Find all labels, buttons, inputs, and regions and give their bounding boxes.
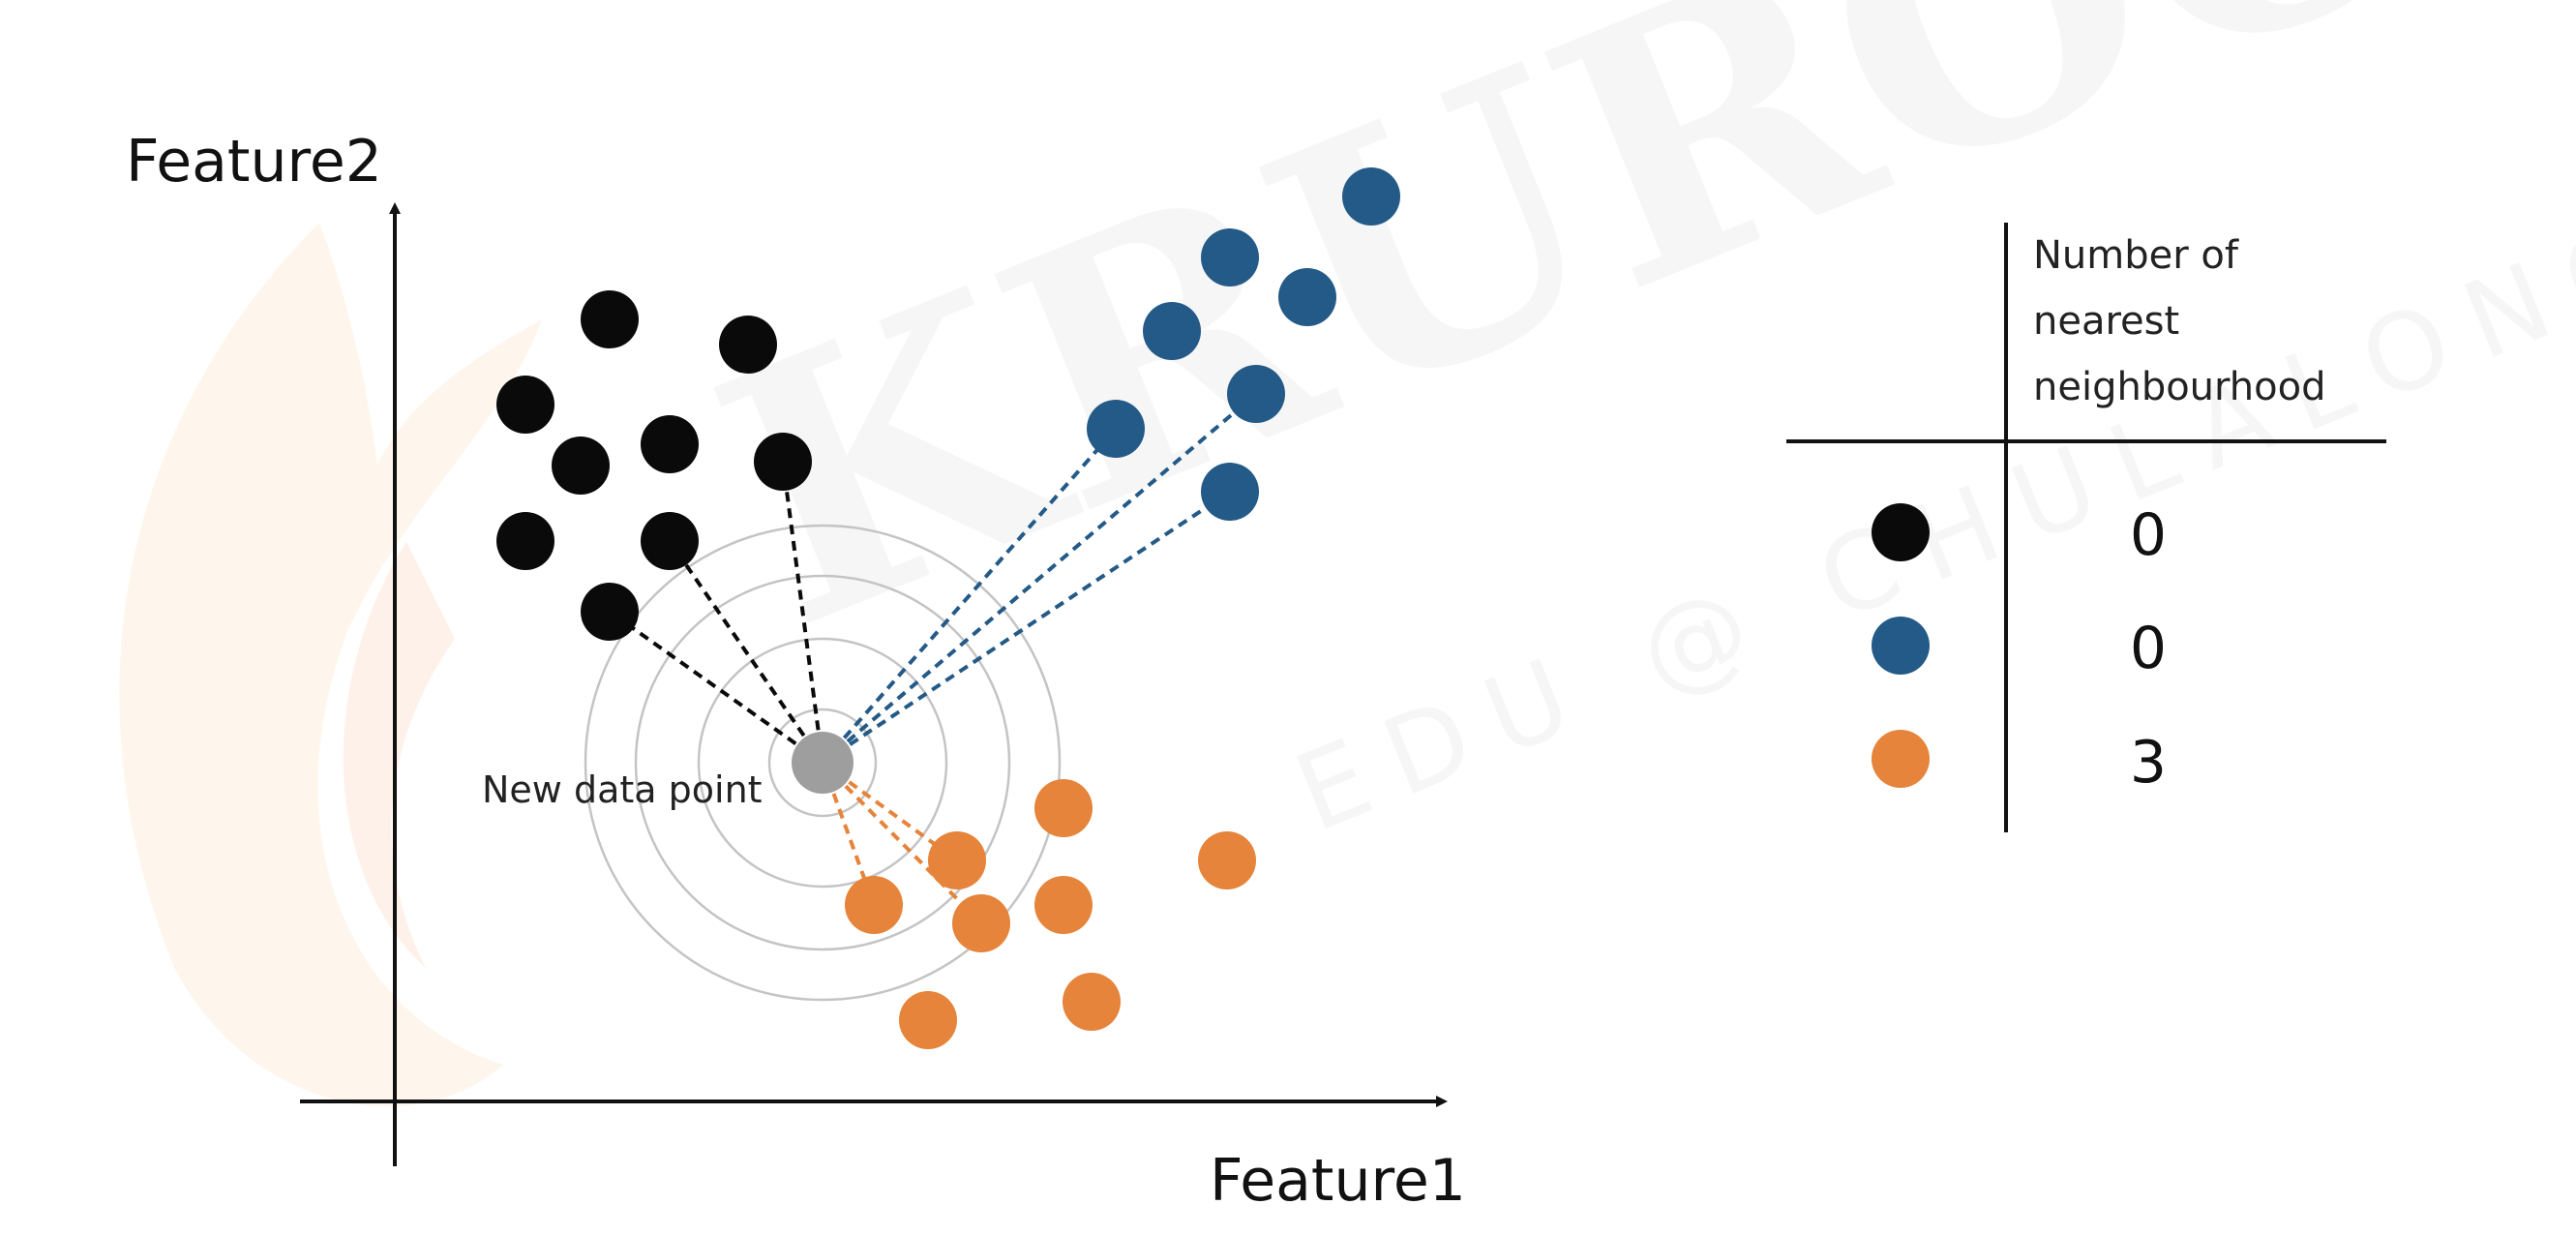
legend-table: Number of nearest neighbourhood 0 0 3 (1786, 223, 2386, 832)
orange-point-8 (899, 991, 957, 1049)
orange-point-6 (952, 894, 1010, 952)
ring-3 (634, 574, 1011, 951)
ring-1 (767, 708, 878, 818)
black-point-6 (754, 433, 812, 491)
legend-count-orange: 3 (2130, 729, 2167, 797)
x-axis-label: Feature1 (1210, 1147, 1466, 1215)
blue-point-3 (1278, 268, 1336, 326)
orange-link-3 (821, 761, 983, 925)
table-header: Number of nearest neighbourhood (2033, 233, 2325, 409)
black-point-2 (719, 316, 777, 374)
blue-point-4 (1143, 302, 1201, 360)
legend-count-blue: 0 (2130, 615, 2167, 682)
y-axis-label: Feature2 (126, 128, 382, 196)
legend-count-black: 0 (2130, 501, 2167, 569)
black-point-3 (496, 376, 554, 434)
orange-point-2 (1198, 831, 1256, 889)
legend-swatch-blue (1872, 617, 1930, 675)
blue-link-2 (821, 392, 1258, 765)
orange-point-7 (1063, 973, 1121, 1031)
blue-point-1 (1342, 167, 1400, 226)
neighbourhood-rings (584, 524, 1062, 1002)
flame-inner-icon (343, 542, 455, 968)
black-point-4 (552, 437, 610, 495)
legend-swatch-black (1872, 503, 1930, 561)
orange-point-1 (1034, 779, 1093, 837)
axes: Feature2 Feature1 (126, 128, 1466, 1215)
orange-point-4 (1034, 876, 1093, 934)
black-link-3 (781, 461, 824, 764)
watermark-logo: KRUROO EDU @ CHULALONGKORN (119, 0, 2576, 1107)
orange-point-3 (928, 831, 986, 889)
black-link-2 (668, 539, 824, 765)
blue-point-5 (1227, 365, 1285, 423)
black-point-5 (641, 415, 699, 473)
black-point-9 (581, 583, 639, 641)
blue-point-2 (1201, 228, 1259, 286)
table-header-line-1: Number of (2033, 233, 2239, 278)
new-data-point (792, 732, 854, 794)
watermark-main-text: KRUROO (671, 0, 2486, 706)
black-link-1 (608, 610, 824, 765)
table-header-line-2: nearest (2033, 299, 2179, 344)
orange-point-5 (845, 876, 903, 934)
blue-point-6 (1087, 400, 1145, 458)
black-point-7 (496, 512, 554, 570)
data-points (496, 167, 1400, 1049)
blue-link-1 (821, 427, 1118, 765)
flame-icon (119, 223, 542, 1107)
black-point-1 (581, 290, 639, 348)
ring-4 (584, 524, 1062, 1002)
legend-swatch-orange (1872, 730, 1930, 788)
blue-point-7 (1201, 463, 1259, 521)
black-point-8 (641, 512, 699, 570)
table-header-line-3: neighbourhood (2033, 365, 2325, 409)
new-data-point-label: New data point (482, 768, 763, 811)
ring-2 (697, 637, 948, 889)
